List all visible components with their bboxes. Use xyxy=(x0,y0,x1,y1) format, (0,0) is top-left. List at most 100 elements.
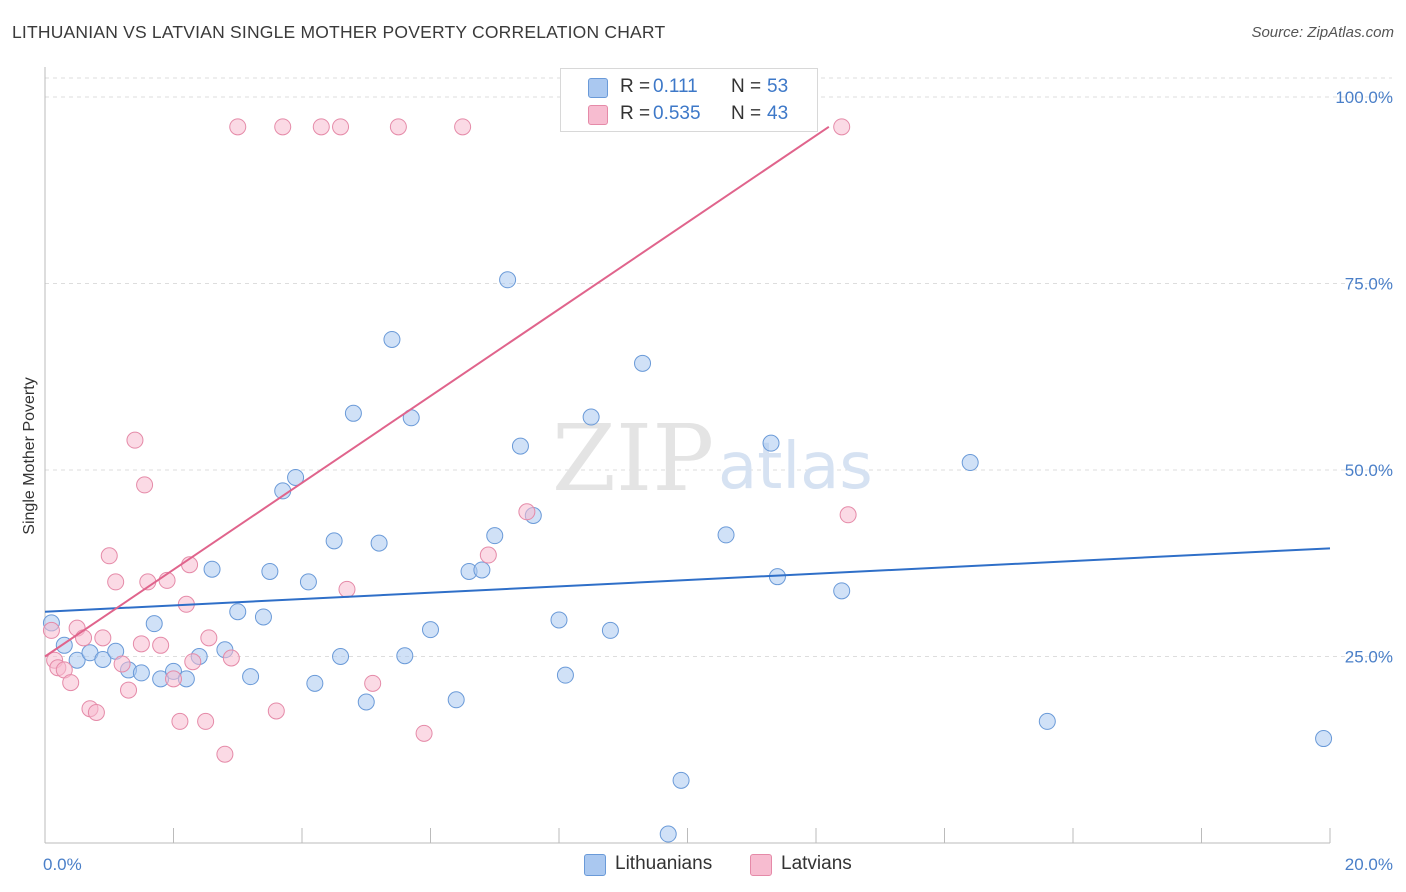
lithuanian-point xyxy=(762,434,780,452)
lithuanian-trend-line xyxy=(44,547,1331,613)
lithuanian-point xyxy=(511,437,529,455)
correlation-legend: R = 0.111 N = 53 R = 0.535 N = 43 xyxy=(560,68,818,132)
lithuanian-point xyxy=(473,561,491,579)
lithuanian-point xyxy=(306,674,324,692)
lithuanian-point xyxy=(94,650,112,668)
y-tick-label: 50.0% xyxy=(1345,461,1393,480)
lithuanian-point xyxy=(254,608,272,626)
latvian-point xyxy=(120,681,138,699)
legend-r-value: 0.111 xyxy=(653,76,698,97)
latvian-point xyxy=(197,712,215,730)
y-tick-label: 75.0% xyxy=(1345,275,1393,294)
lithuanian-point xyxy=(634,354,652,372)
legend-n-label: N = xyxy=(731,103,762,124)
latvian-point xyxy=(364,674,382,692)
latvian-point xyxy=(152,636,170,654)
lithuanian-point xyxy=(287,468,305,486)
trend-lines xyxy=(44,126,1331,658)
lithuanian-point xyxy=(299,573,317,591)
bottom-legend-label: Lithuanians xyxy=(615,853,713,874)
latvian-point xyxy=(389,118,407,136)
axes xyxy=(44,67,1331,844)
lithuanian-point xyxy=(422,621,439,639)
latvian-point xyxy=(165,670,182,688)
latvian-point xyxy=(107,573,125,591)
x-tick-label: 0.0% xyxy=(43,855,82,874)
lithuanian-point xyxy=(833,582,851,600)
watermark-atlas: atlas xyxy=(718,430,873,504)
latvian-point xyxy=(338,580,356,598)
axis-labels: 25.0% 50.0% 75.0% 100.0% 0.0% 20.0% xyxy=(43,88,1393,874)
lithuanian-point xyxy=(145,615,163,633)
lithuanian-point xyxy=(1315,730,1333,748)
chart-title: LITHUANIAN VS LATVIAN SINGLE MOTHER POVE… xyxy=(12,22,666,42)
legend-row-lithuanians: R = 0.111 N = 53 xyxy=(561,75,817,101)
lithuanian-point xyxy=(203,560,221,578)
latvian-point xyxy=(200,629,218,647)
lithuanian-point xyxy=(717,526,735,544)
x-tick-label: 20.0% xyxy=(1345,855,1393,874)
lithuanian-point xyxy=(383,330,401,348)
latvian-point xyxy=(171,712,189,730)
lithuanian-point xyxy=(325,532,343,550)
lithuanian-point xyxy=(556,666,574,684)
y-tick-label: 25.0% xyxy=(1345,648,1393,667)
data-points xyxy=(42,118,1333,843)
latvian-point xyxy=(415,724,433,742)
lithuanian-point xyxy=(261,562,279,580)
lithuanian-point xyxy=(370,534,388,552)
latvian-point xyxy=(113,655,131,673)
latvian-point xyxy=(184,653,202,671)
legend-n-label: N = xyxy=(731,76,762,97)
latvian-point xyxy=(312,118,330,136)
latvian-point xyxy=(94,629,112,647)
grid-lines xyxy=(45,77,1392,657)
latvian-point xyxy=(87,703,105,721)
bottom-legend-swatch-latvians xyxy=(750,854,772,876)
latvian-point xyxy=(222,649,240,667)
bottom-legend-label: Latvians xyxy=(781,853,852,874)
latvian-point xyxy=(454,118,472,136)
y-axis-label: Single Mother Poverty xyxy=(21,377,38,534)
legend-n-value: 53 xyxy=(767,76,789,97)
source-label: Source: ZipAtlas.com xyxy=(1251,24,1394,41)
legend-swatch-latvians xyxy=(588,105,608,125)
latvian-point xyxy=(100,547,118,565)
lithuanian-point xyxy=(961,454,979,472)
lithuanian-point xyxy=(332,648,350,665)
latvian-point xyxy=(833,118,851,136)
y-tick-label: 100.0% xyxy=(1335,88,1393,107)
latvian-point xyxy=(274,118,292,136)
lithuanian-point xyxy=(550,611,568,629)
latvian-point xyxy=(132,635,150,653)
latvian-point xyxy=(75,629,93,647)
latvian-point xyxy=(332,118,350,136)
latvian-point xyxy=(229,118,247,136)
latvian-point xyxy=(479,546,497,564)
latvian-trend-line xyxy=(44,126,830,658)
lithuanian-point xyxy=(486,527,504,545)
legend-r-label: R = xyxy=(620,76,651,97)
latvian-point xyxy=(518,503,536,521)
latvian-point xyxy=(136,476,154,494)
latvian-point xyxy=(839,506,857,524)
latvian-point xyxy=(62,674,80,692)
lithuanian-point xyxy=(357,693,375,711)
lithuanian-point xyxy=(344,404,362,422)
bottom-legend-swatch-lithuanians xyxy=(584,854,606,876)
legend-swatch-lithuanians xyxy=(588,78,608,98)
lithuanian-point xyxy=(672,771,690,789)
lithuanian-point xyxy=(242,668,260,686)
watermark-zip: ZIP xyxy=(552,405,714,512)
latvian-point xyxy=(42,621,60,639)
lithuanian-point xyxy=(68,651,86,669)
lithuanian-point xyxy=(659,825,677,843)
latvian-point xyxy=(216,745,234,763)
lithuanian-point xyxy=(396,647,414,665)
lithuanian-point xyxy=(499,271,517,289)
lithuanian-point xyxy=(132,664,150,682)
lithuanian-point xyxy=(447,691,465,709)
legend-n-value: 43 xyxy=(767,103,789,124)
legend-r-value: 0.535 xyxy=(653,103,701,124)
